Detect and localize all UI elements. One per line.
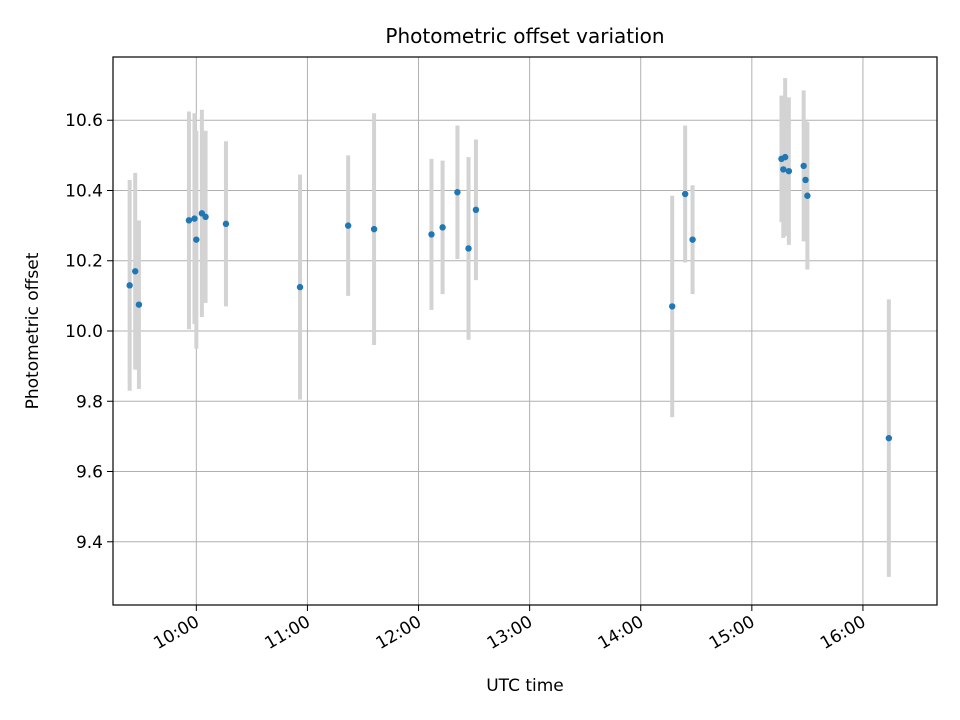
- data-point: [465, 245, 472, 252]
- data-point: [804, 192, 811, 199]
- data-point: [126, 282, 133, 289]
- y-tick-label: 10.6: [65, 111, 103, 131]
- y-axis-label: Photometric offset: [23, 252, 43, 409]
- data-point: [802, 176, 809, 184]
- data-point: [472, 206, 480, 214]
- data-point: [185, 217, 193, 224]
- data-point: [669, 303, 676, 310]
- data-point: [781, 153, 789, 161]
- data-point: [780, 166, 787, 173]
- data-point: [202, 213, 209, 221]
- data-point: [132, 268, 139, 275]
- y-tick-label: 10.2: [65, 252, 103, 272]
- data-point: [193, 236, 200, 243]
- y-tick-label: 9.4: [76, 533, 103, 553]
- data-point: [439, 224, 446, 231]
- data-point: [370, 225, 378, 233]
- data-point: [800, 162, 807, 170]
- data-point: [454, 189, 461, 196]
- data-point: [222, 220, 230, 228]
- y-tick-label: 9.6: [76, 463, 103, 483]
- data-point: [785, 167, 793, 175]
- data-point: [296, 283, 304, 291]
- data-point: [428, 231, 435, 238]
- y-tick-label: 10.4: [65, 181, 103, 201]
- data-points: [126, 153, 893, 442]
- y-axis-ticks: 9.4 9.6 9.8 10.0 10.2 10.4 10.6: [65, 111, 113, 553]
- data-point: [135, 301, 143, 308]
- data-point: [689, 236, 696, 243]
- grid: [113, 57, 937, 605]
- y-tick-label: 10.0: [65, 322, 103, 342]
- y-tick-label: 9.8: [76, 392, 103, 412]
- data-point: [191, 215, 198, 222]
- chart-title: Photometric offset variation: [385, 24, 664, 48]
- data-point: [885, 434, 893, 442]
- data-point: [681, 190, 689, 198]
- data-point: [344, 222, 352, 229]
- x-axis-label: UTC time: [486, 676, 564, 696]
